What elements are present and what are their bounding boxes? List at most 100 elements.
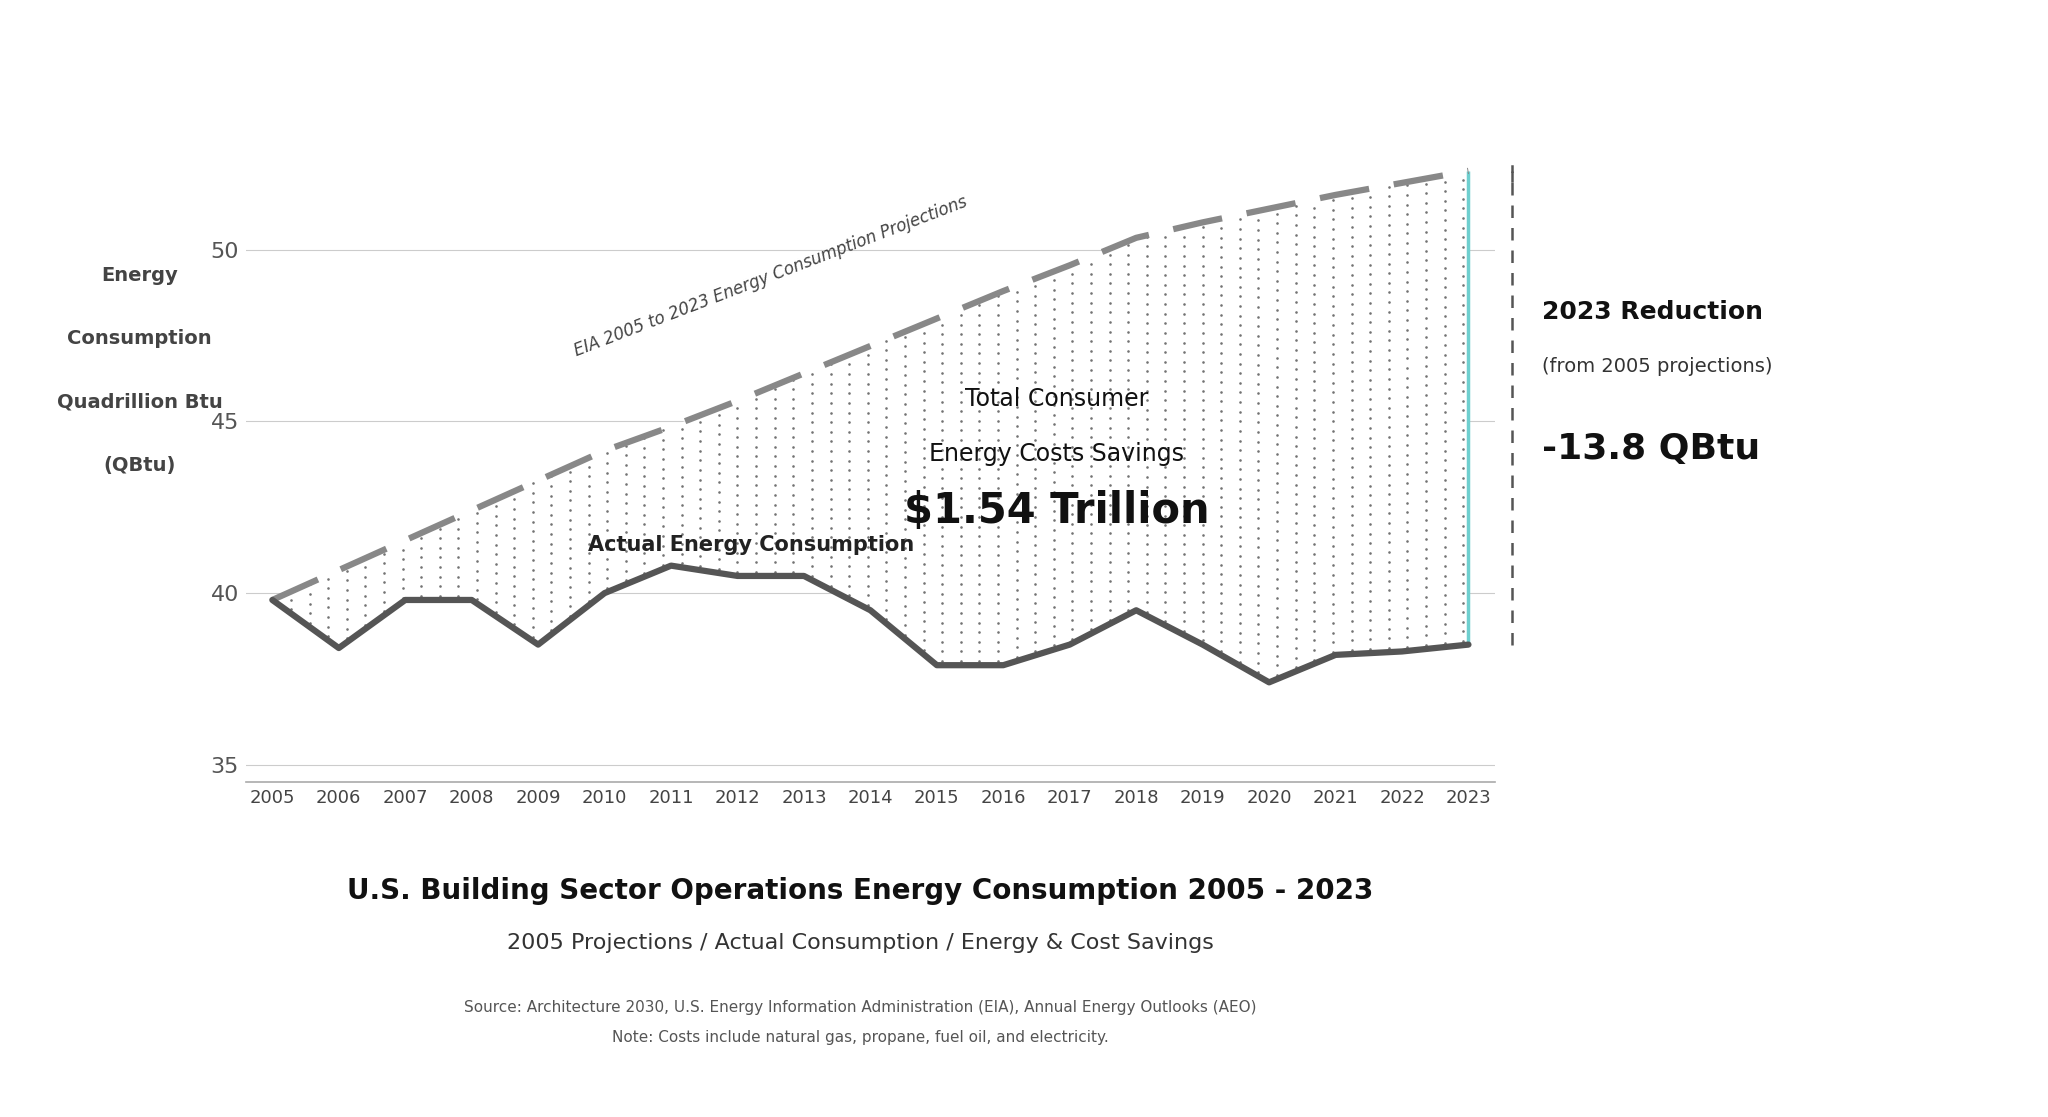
- Point: [1167, 362, 1200, 380]
- Point: [1167, 507, 1200, 525]
- Point: [1427, 547, 1460, 565]
- Point: [1186, 362, 1219, 380]
- Point: [1427, 509, 1460, 527]
- Point: [1167, 324, 1200, 342]
- Point: [1167, 276, 1200, 294]
- Point: [1038, 541, 1071, 558]
- Point: [1298, 516, 1331, 534]
- Point: [610, 466, 643, 484]
- Point: [1075, 323, 1108, 341]
- Point: [1167, 353, 1200, 371]
- Point: [1280, 351, 1313, 369]
- Point: [1112, 467, 1145, 485]
- Point: [1372, 553, 1405, 571]
- Point: [1018, 469, 1051, 487]
- Point: [1038, 579, 1071, 596]
- Point: [498, 567, 530, 585]
- Point: [721, 409, 754, 427]
- Point: [981, 489, 1014, 507]
- Point: [516, 503, 549, 521]
- Point: [610, 543, 643, 561]
- Point: [1204, 603, 1237, 621]
- Point: [926, 498, 958, 516]
- Point: [834, 509, 866, 527]
- Point: [1130, 228, 1163, 246]
- Point: [907, 641, 940, 659]
- Point: [1186, 631, 1219, 649]
- Point: [1335, 343, 1368, 361]
- Point: [926, 652, 958, 670]
- Point: [1446, 248, 1479, 266]
- Point: [1094, 601, 1126, 619]
- Point: [1354, 390, 1386, 408]
- Point: [1204, 431, 1237, 449]
- Point: [776, 419, 809, 437]
- Point: [815, 567, 848, 585]
- Point: [1018, 479, 1051, 497]
- Point: [721, 496, 754, 514]
- Point: [1149, 334, 1182, 352]
- Point: [889, 481, 922, 499]
- Point: [1057, 496, 1090, 514]
- Point: [1391, 600, 1423, 618]
- Point: [1018, 354, 1051, 372]
- Point: [1038, 376, 1071, 394]
- Point: [1427, 297, 1460, 315]
- Point: [1038, 386, 1071, 404]
- Point: [1038, 512, 1071, 529]
- Point: [1317, 412, 1350, 430]
- Point: [702, 551, 735, 569]
- Point: [1446, 190, 1479, 208]
- Point: [1167, 468, 1200, 486]
- Point: [963, 575, 995, 593]
- Point: [907, 555, 940, 573]
- Point: [1223, 220, 1255, 238]
- Point: [629, 544, 662, 562]
- Point: [999, 562, 1032, 580]
- Point: [1262, 292, 1294, 309]
- Point: [1409, 184, 1442, 202]
- Point: [1391, 340, 1423, 357]
- Point: [926, 575, 958, 593]
- Point: [1241, 259, 1274, 277]
- Point: [1149, 286, 1182, 304]
- Point: [1391, 638, 1423, 656]
- Point: [1354, 563, 1386, 581]
- Point: [1112, 380, 1145, 398]
- Point: [1335, 189, 1368, 207]
- Point: [1075, 352, 1108, 370]
- Point: [1167, 449, 1200, 467]
- Point: [1038, 627, 1071, 645]
- Point: [1057, 621, 1090, 639]
- Point: [610, 437, 643, 455]
- Point: [1298, 285, 1331, 303]
- Point: [1241, 557, 1274, 575]
- Point: [1075, 371, 1108, 389]
- Point: [1223, 374, 1255, 392]
- Point: [479, 516, 512, 534]
- Point: [1057, 371, 1090, 389]
- Point: [1372, 601, 1405, 619]
- Point: [1354, 573, 1386, 591]
- Point: [666, 545, 698, 563]
- Point: [1446, 171, 1479, 189]
- Point: [1018, 584, 1051, 602]
- Point: [498, 596, 530, 614]
- Point: [1409, 472, 1442, 490]
- Point: [1075, 544, 1108, 562]
- Point: [999, 610, 1032, 628]
- Point: [1409, 462, 1442, 480]
- Point: [1298, 362, 1331, 380]
- Point: [1149, 545, 1182, 563]
- Point: [1354, 265, 1386, 283]
- Point: [944, 479, 977, 497]
- Point: [981, 441, 1014, 459]
- Point: [1427, 365, 1460, 383]
- Point: [963, 623, 995, 641]
- Point: [293, 614, 326, 632]
- Point: [1241, 413, 1274, 431]
- Point: [1130, 439, 1163, 457]
- Point: [571, 525, 604, 543]
- Point: [907, 420, 940, 438]
- Point: [1204, 421, 1237, 439]
